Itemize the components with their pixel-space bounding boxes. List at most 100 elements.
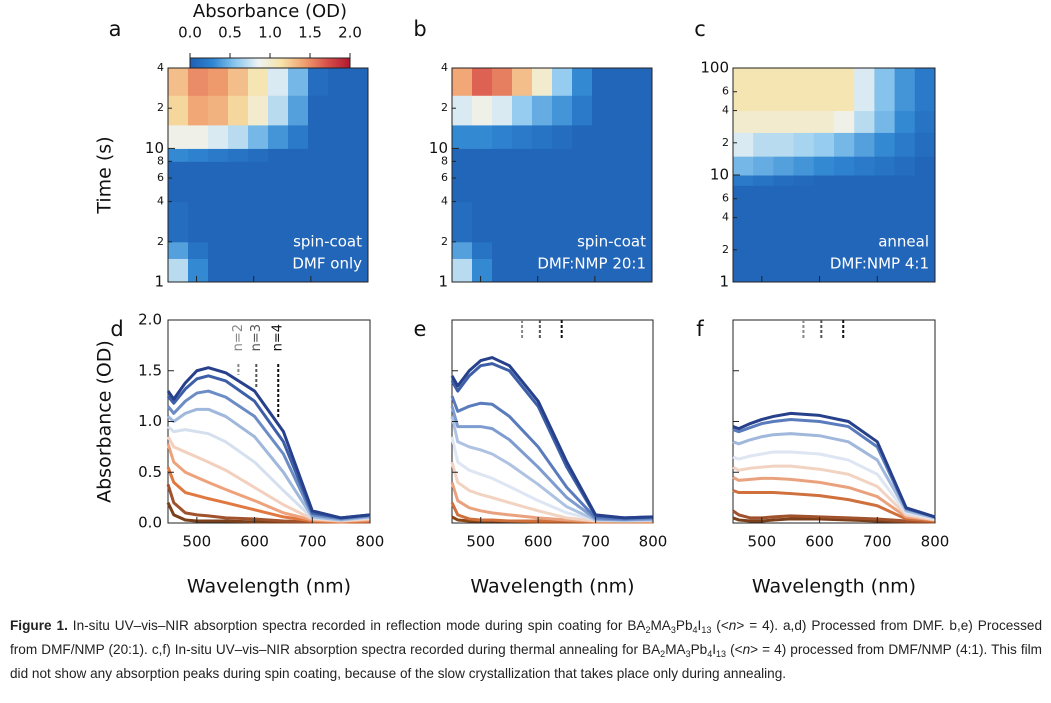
heatmap-cell <box>914 175 936 186</box>
peak-label: n=2 <box>231 324 246 351</box>
heatmap-cell <box>813 68 835 86</box>
heatmap-cell <box>914 110 936 133</box>
heatmap-cell <box>452 258 473 283</box>
heatmap-cell <box>452 124 473 149</box>
heatmap-cell <box>854 198 875 219</box>
heatmap-cell <box>288 258 309 283</box>
y-tick-label: 4 <box>441 61 448 74</box>
heatmap-cell <box>793 249 815 283</box>
colorbar-title: Absorbance (OD) <box>193 1 347 22</box>
x-tick-label: 500 <box>748 533 777 551</box>
heatmap-cell <box>793 185 815 200</box>
heatmap-cell <box>268 161 289 203</box>
heatmap-cell <box>268 68 289 96</box>
heatmap-cell <box>268 258 289 283</box>
heatmap-cell <box>472 148 493 162</box>
heatmap-cell <box>288 241 309 259</box>
heatmap-cell <box>572 148 593 162</box>
heatmap-cell <box>854 185 875 200</box>
heatmap-cell <box>854 249 875 283</box>
colorbar-tick-label: 1.5 <box>298 24 322 42</box>
heatmap-cell <box>894 175 916 186</box>
caption-text: 3 <box>670 625 676 635</box>
x-tick-label: 700 <box>581 533 610 551</box>
panel-label: b <box>413 17 426 41</box>
spectrum-line <box>450 356 654 520</box>
heatmap-cell <box>753 249 774 283</box>
x-tick-label: 800 <box>356 533 385 551</box>
x-tick-label: 500 <box>183 533 212 551</box>
heatmap-cell <box>168 161 189 203</box>
heatmap-cell <box>512 124 533 149</box>
annotation: DMF:NMP 4:1 <box>830 255 929 273</box>
heatmap-cell <box>348 124 369 149</box>
heatmap-cell <box>874 132 896 157</box>
heatmap-cell <box>492 124 513 149</box>
y-tick-label: 4 <box>157 61 164 74</box>
heatmap-cell <box>268 201 289 243</box>
heatmap-cell <box>268 124 289 149</box>
heatmap-cell <box>894 217 916 251</box>
colorbar-tick-label: 1.0 <box>258 24 282 42</box>
heatmap-cell <box>612 68 633 96</box>
heatmap-cell <box>773 110 795 133</box>
caption-text: n <box>728 618 737 633</box>
heatmap-cell <box>228 258 249 283</box>
heatmap-cell <box>733 156 754 176</box>
heatmap-cell <box>733 217 754 251</box>
heatmap-cell <box>492 68 513 96</box>
heatmap-cell <box>248 148 269 162</box>
heatmap-cell <box>228 124 249 149</box>
heatmap-cell <box>733 185 754 200</box>
heatmap-cell <box>592 124 613 149</box>
y-tick-label: 2 <box>157 235 164 248</box>
heatmap-cell <box>472 124 493 149</box>
spectrum-line <box>732 450 936 521</box>
heatmap-cell <box>308 148 329 162</box>
heatmap-cell <box>228 241 249 259</box>
heatmap-cell <box>592 161 613 203</box>
spectrum-line <box>450 395 654 521</box>
heatmap-cell <box>854 175 875 186</box>
heatmap-cell <box>472 161 493 203</box>
heatmap-cell <box>813 185 835 200</box>
heatmap-cell <box>632 95 653 126</box>
plot-frame <box>451 319 654 524</box>
y-tick-label: 6 <box>441 171 448 184</box>
plot-frame <box>451 67 653 283</box>
y-tick-label: 8 <box>157 154 164 167</box>
heatmap-cell <box>834 249 855 283</box>
y-tick-label: 1 <box>154 273 164 291</box>
heatmap-cell <box>834 217 855 251</box>
heatmap-cell <box>733 68 754 86</box>
heatmap-cell <box>328 201 349 243</box>
heatmap-cell <box>248 161 269 203</box>
panel-label: d <box>110 317 123 341</box>
heatmap-cell <box>552 95 573 126</box>
heatmap-cell <box>572 68 593 96</box>
heatmap-cell <box>894 110 916 133</box>
heatmap-cell <box>874 249 896 283</box>
heatmap-cell <box>914 156 936 176</box>
heatmap-cell <box>773 156 795 176</box>
annotation: spin-coat <box>293 233 362 251</box>
colorbar-tick-label: 0.0 <box>178 24 202 42</box>
y-tick-label: 0.5 <box>138 463 162 481</box>
heatmap-cell <box>733 84 754 112</box>
heatmap-cell <box>328 148 349 162</box>
y-axis-title: Time (s) <box>94 136 116 214</box>
y-tick-label: 10 <box>710 166 729 184</box>
heatmap-cell <box>854 156 875 176</box>
heatmap-cell <box>268 241 289 259</box>
heatmap-cell <box>288 201 309 243</box>
heatmap-cell <box>813 217 835 251</box>
heatmap-cell <box>532 161 553 203</box>
heatmap-cell <box>874 175 896 186</box>
heatmap-cell <box>492 258 513 283</box>
heatmap-cell <box>168 68 189 96</box>
caption-text: 13 <box>701 625 712 635</box>
heatmap-cell <box>288 124 309 149</box>
heatmap-cell <box>348 95 369 126</box>
spectrum-line <box>450 405 654 522</box>
heatmap-cell <box>208 258 229 283</box>
